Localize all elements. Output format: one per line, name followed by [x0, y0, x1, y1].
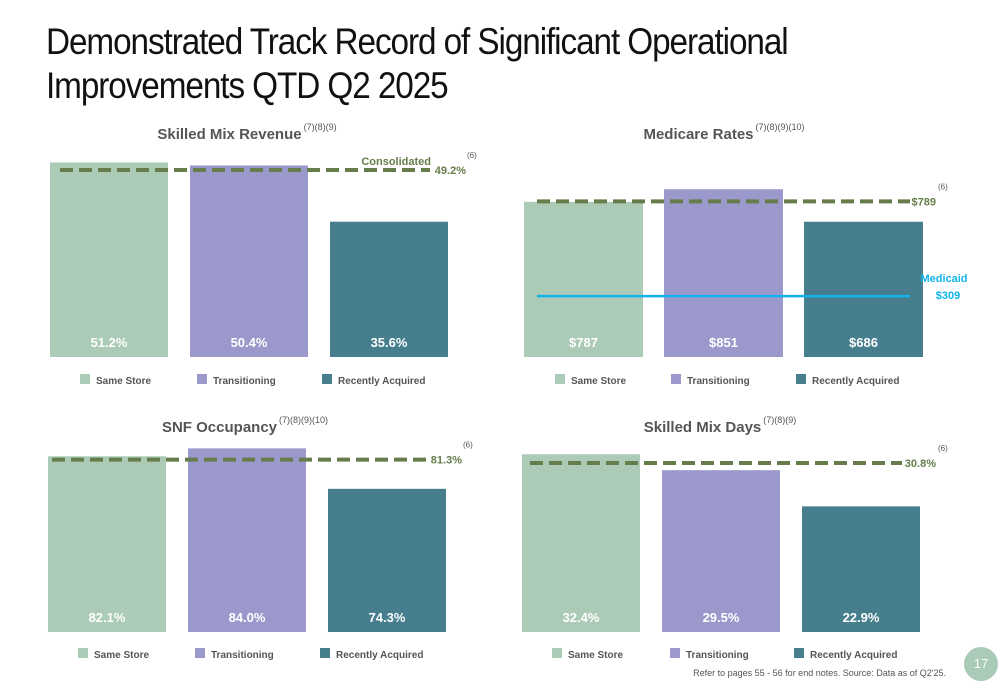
bar-value-label: 50.4% [231, 335, 268, 350]
chart-title: SNF Occupancy (7)(8)(9)(10) [162, 415, 328, 436]
legend-label: Transitioning [211, 650, 274, 661]
chart-title: Skilled Mix Days (7)(8)(9) [644, 415, 797, 436]
chart-title: Skilled Mix Revenue (7)(8)(9) [157, 122, 336, 143]
reference-line-note: (6) [938, 182, 948, 191]
legend-swatch [671, 374, 681, 384]
chart-title-text: Skilled Mix Revenue [157, 126, 301, 143]
legend-swatch [794, 648, 804, 658]
legend-label: Recently Acquired [338, 376, 425, 387]
legend-swatch [197, 374, 207, 384]
footnote: Refer to pages 55 - 56 for end notes. So… [693, 668, 946, 678]
bar [330, 221, 448, 357]
chart-title-notes: (7)(8)(9) [763, 415, 796, 425]
bar-value-label: 74.3% [369, 610, 406, 625]
bar [804, 221, 923, 357]
bar-value-label: $686 [849, 335, 878, 350]
bar [802, 506, 920, 632]
bar-value-label: 84.0% [229, 610, 266, 625]
chart-title-notes: (7)(8)(9)(10) [756, 122, 805, 132]
slide-title: Demonstrated Track Record of Significant… [46, 21, 789, 106]
legend-swatch [195, 648, 205, 658]
reference-line-value: 49.2% [435, 165, 466, 177]
chart-title-notes: (7)(8)(9) [304, 122, 337, 132]
medicaid-label: Medicaid [920, 273, 967, 285]
legend-swatch [78, 648, 88, 658]
bar-value-label: 51.2% [91, 335, 128, 350]
bar-value-label: 29.5% [703, 610, 740, 625]
page-number: 17 [964, 647, 998, 681]
reference-line-label: Consolidated [361, 156, 431, 168]
legend-label: Transitioning [213, 376, 276, 387]
bar-value-label: 82.1% [89, 610, 126, 625]
bar [188, 448, 306, 632]
legend-swatch [552, 648, 562, 658]
legend-label: Recently Acquired [336, 650, 423, 661]
bar [664, 189, 783, 357]
reference-line-note: (6) [467, 151, 477, 160]
legend-label: Same Store [571, 376, 626, 387]
bar-value-label: 22.9% [843, 610, 880, 625]
bar [190, 165, 308, 357]
reference-line-note: (6) [938, 444, 948, 453]
bar-value-label: $851 [709, 335, 738, 350]
bar [328, 488, 446, 632]
legend-label: Same Store [568, 650, 623, 661]
legend-label: Recently Acquired [812, 376, 899, 387]
chart-title-text: Skilled Mix Days [644, 419, 762, 436]
legend-swatch [320, 648, 330, 658]
bar [50, 162, 168, 357]
chart-title-text: Medicare Rates [643, 126, 753, 143]
legend-label: Same Store [96, 376, 151, 387]
chart-title-text: SNF Occupancy [162, 419, 278, 436]
reference-line-value: 30.8% [905, 458, 936, 470]
chart-title-notes: (7)(8)(9)(10) [279, 415, 328, 425]
bar-value-label: 32.4% [563, 610, 600, 625]
chart-title: Medicare Rates (7)(8)(9)(10) [643, 122, 804, 143]
bar [522, 454, 640, 632]
bar-value-label: $787 [569, 335, 598, 350]
legend-label: Recently Acquired [810, 650, 897, 661]
legend-swatch [670, 648, 680, 658]
legend-label: Same Store [94, 650, 149, 661]
bar [524, 201, 643, 357]
legend-swatch [796, 374, 806, 384]
bar [48, 456, 166, 632]
legend-swatch [322, 374, 332, 384]
reference-line-value: $789 [912, 196, 936, 208]
legend-label: Transitioning [687, 376, 750, 387]
bar-value-label: 35.6% [371, 335, 408, 350]
medicaid-value: $309 [936, 290, 960, 302]
bar [662, 470, 780, 632]
reference-line-note: (6) [463, 441, 473, 450]
legend-label: Transitioning [686, 650, 749, 661]
reference-line-value: 81.3% [431, 455, 462, 467]
legend-swatch [80, 374, 90, 384]
legend-swatch [555, 374, 565, 384]
